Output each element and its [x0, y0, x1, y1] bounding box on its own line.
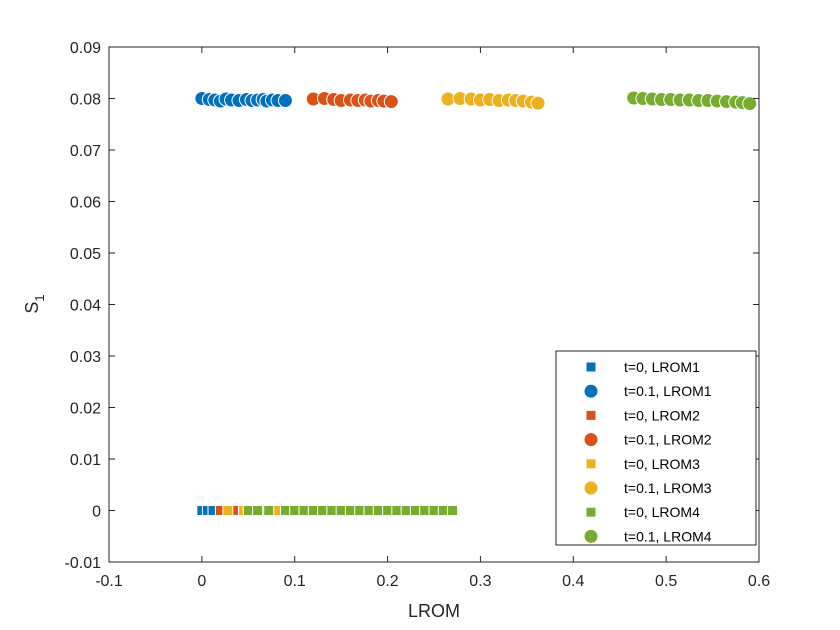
- square-point: [289, 505, 301, 516]
- legend-label: t=0, LROM4: [624, 504, 700, 520]
- y-tick-label: 0.07: [70, 143, 101, 160]
- legend-item: t=0, LROM4: [585, 504, 700, 520]
- x-tick-label: 0.4: [562, 573, 584, 590]
- y-tick-label: 0.09: [70, 40, 101, 57]
- y-axis-title-main: S: [22, 302, 42, 314]
- square-point: [447, 505, 459, 516]
- series-7: [242, 505, 459, 516]
- square-point: [335, 505, 347, 516]
- y-tick-label: 0.03: [70, 349, 101, 366]
- square-point: [252, 505, 264, 516]
- series-8: [626, 90, 758, 112]
- x-tick-label: 0.5: [655, 573, 677, 590]
- square-point: [419, 505, 431, 516]
- circle-point: [383, 94, 399, 110]
- square-point: [263, 505, 275, 516]
- y-tick-label: 0.06: [70, 195, 101, 212]
- legend-item: t=0.1, LROM3: [583, 480, 712, 496]
- circle-point: [530, 95, 546, 111]
- legend-item: t=0, LROM2: [585, 407, 700, 423]
- legend-item: t=0, LROM3: [585, 456, 700, 472]
- legend-label: t=0, LROM3: [624, 456, 700, 472]
- x-tick-label: 0.1: [284, 573, 306, 590]
- square-point: [437, 505, 449, 516]
- legend: t=0, LROM1 t=0.1, LROM1 t=0, LROM2 t=0.1, L…: [555, 350, 757, 546]
- square-point: [222, 505, 234, 516]
- series-4: [305, 91, 399, 110]
- legend-square-icon: [585, 361, 597, 373]
- y-tick-label: 0.05: [70, 246, 101, 263]
- legend-label: t=0.1, LROM1: [624, 383, 712, 399]
- data-points: [194, 90, 758, 516]
- square-point: [391, 505, 403, 516]
- y-tick-label: 0.08: [70, 92, 101, 109]
- square-point: [372, 505, 384, 516]
- square-point: [354, 505, 366, 516]
- square-point: [326, 505, 338, 516]
- legend-label: t=0.1, LROM3: [624, 480, 712, 496]
- y-tick-label: 0: [92, 504, 101, 521]
- square-point: [279, 505, 291, 516]
- legend-square-icon: [585, 409, 597, 421]
- legend-item: t=0, LROM1: [585, 359, 700, 375]
- legend-label: t=0.1, LROM4: [624, 528, 712, 544]
- x-tick-label: 0.3: [469, 573, 491, 590]
- square-point: [400, 505, 412, 516]
- y-tick-label: 0.04: [70, 298, 101, 315]
- legend-square-icon: [585, 458, 597, 470]
- legend-circle-icon: [583, 528, 599, 544]
- y-tick-label: 0.01: [70, 452, 101, 469]
- legend-circle-icon: [583, 383, 599, 399]
- legend-label: t=0, LROM1: [624, 359, 700, 375]
- legend-item: t=0.1, LROM4: [583, 528, 712, 544]
- legend-circle-icon: [583, 432, 599, 448]
- square-point: [409, 505, 421, 516]
- legend-label: t=0.1, LROM2: [624, 432, 712, 448]
- legend-label: t=0, LROM2: [624, 407, 700, 423]
- x-tick-label: -0.1: [95, 573, 123, 590]
- legend-item: t=0.1, LROM1: [583, 383, 712, 399]
- x-tick-label: 0.6: [748, 573, 770, 590]
- square-point: [428, 505, 440, 516]
- square-point: [242, 505, 254, 516]
- y-axis-title-sub: 1: [32, 294, 47, 301]
- square-point: [298, 505, 310, 516]
- legend-square-icon: [585, 506, 597, 518]
- y-axis-title: S1: [22, 294, 47, 313]
- series-2: [194, 91, 293, 109]
- y-tick-label: -0.01: [65, 555, 102, 572]
- square-point: [344, 505, 356, 516]
- square-point: [382, 505, 394, 516]
- legend-item: t=0.1, LROM2: [583, 432, 712, 448]
- square-point: [307, 505, 319, 516]
- circle-point: [277, 93, 293, 109]
- circle-point: [742, 96, 758, 112]
- x-axis-title: LROM: [408, 601, 460, 621]
- legend-circle-icon: [583, 480, 599, 496]
- square-point: [317, 505, 329, 516]
- x-tick-label: 0: [197, 573, 206, 590]
- axis-ticks: -0.1 0 0.1 0.2 0.3 0.4 0.5 0.6 -0.01 0 0.01 0.02 0.0…: [65, 40, 771, 590]
- series-6: [440, 91, 546, 111]
- y-tick-label: 0.02: [70, 401, 101, 418]
- x-tick-label: 0.2: [376, 573, 398, 590]
- square-point: [363, 505, 375, 516]
